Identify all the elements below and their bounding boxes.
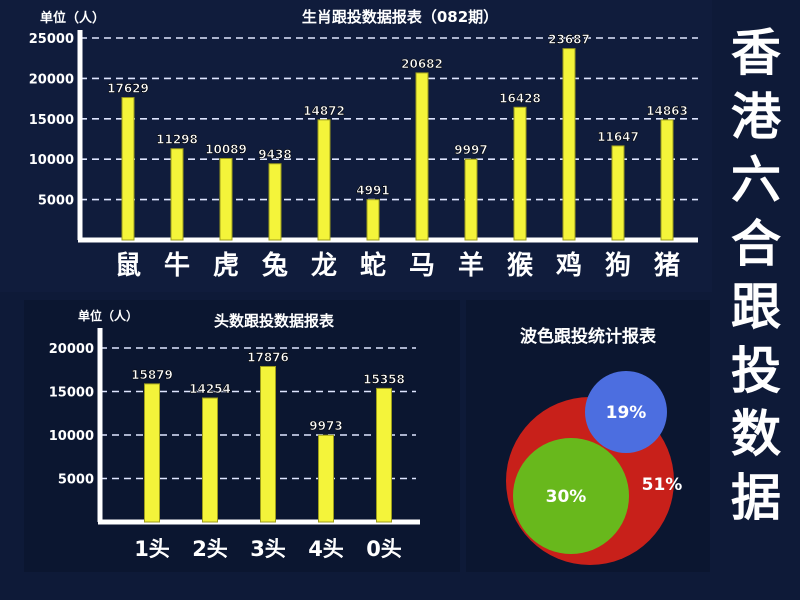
head-unit-label: 单位（人） [78, 308, 138, 323]
wave-blue-label: 19% [606, 403, 647, 423]
side-title-char: 六 [731, 151, 781, 209]
y-tick-label: 5000 [58, 473, 94, 488]
y-tick-label: 5000 [38, 194, 74, 209]
category-label: 3头 [250, 537, 286, 561]
category-label: 猴 [507, 251, 534, 281]
category-label: 龙 [311, 251, 337, 281]
category-label: 鸡 [555, 250, 582, 281]
bar [660, 119, 674, 241]
wave-red-label: 51% [642, 475, 683, 495]
bar-value-label: 16428 [499, 91, 541, 105]
bar-value-label: 14863 [646, 104, 688, 118]
bar [219, 157, 233, 241]
wave-green-label: 30% [546, 487, 587, 507]
y-tick-label: 15000 [49, 386, 94, 401]
side-title-char: 投 [731, 341, 781, 400]
bar-value-label: 23687 [548, 33, 590, 47]
bar [202, 397, 218, 523]
side-title-char: 据 [731, 468, 781, 527]
category-label: 1头 [134, 537, 170, 561]
bar [611, 145, 625, 241]
bar [260, 365, 276, 523]
bar-value-label: 9438 [258, 148, 291, 162]
side-title-char: 香 [731, 24, 781, 82]
bar [318, 434, 334, 523]
wave-blue-circle [585, 371, 667, 453]
bar-value-label: 15879 [131, 368, 173, 382]
category-label: 兔 [262, 251, 288, 281]
y-tick-label: 20000 [49, 342, 94, 357]
bar-value-label: 15358 [363, 372, 405, 386]
wave-chart-title: 波色跟投统计报表 [520, 326, 657, 347]
category-label: 羊 [458, 250, 484, 281]
head-chart-title: 头数跟投数据报表 [214, 312, 335, 330]
bar [562, 48, 576, 241]
zodiac-chart-panel: 单位（人） 生肖跟投数据报表（082期） 5000 10000 15000 20000… [0, 0, 712, 292]
bar-value-label: 11298 [156, 133, 198, 147]
category-label: 蛇 [360, 250, 386, 281]
category-label: 虎 [213, 251, 239, 281]
bar [464, 158, 478, 241]
category-label: 马 [409, 251, 435, 281]
category-label: 牛 [164, 251, 190, 281]
side-title: 香 港 六 合 跟 投 数 据 [716, 22, 796, 530]
bar-value-label: 4991 [356, 184, 389, 198]
category-label: 0头 [366, 537, 402, 561]
bar [366, 199, 380, 241]
y-tick-label: 15000 [29, 113, 74, 128]
bar [513, 106, 527, 241]
side-title-char: 数 [731, 405, 781, 463]
wave-color-panel: 波色跟投统计报表 51% 30% 19% [466, 300, 710, 572]
bar-value-label: 17629 [107, 82, 149, 96]
head-bar-chart: 单位（人） 头数跟投数据报表 5000 10000 15000 20000 15879… [49, 308, 420, 561]
wave-color-chart: 波色跟投统计报表 51% 30% 19% [506, 326, 683, 565]
category-label: 猪 [654, 251, 680, 281]
zodiac-chart-title: 生肖跟投数据报表（082期） [302, 8, 498, 26]
side-title-char: 合 [731, 214, 781, 273]
bar [144, 383, 160, 523]
head-chart-panel: 单位（人） 头数跟投数据报表 5000 10000 15000 20000 15879… [24, 300, 460, 572]
bar-value-label: 14872 [303, 104, 345, 118]
bar [170, 148, 184, 241]
y-tick-label: 25000 [29, 32, 74, 47]
bar [121, 97, 135, 241]
zodiac-unit-label: 单位（人） [40, 10, 105, 26]
bar [317, 119, 331, 241]
bar [268, 163, 282, 241]
zodiac-bar-chart: 单位（人） 生肖跟投数据报表（082期） 5000 10000 15000 20000… [29, 8, 698, 281]
bar [415, 72, 429, 241]
y-tick-label: 20000 [29, 72, 74, 87]
bar-value-label: 11647 [597, 130, 639, 144]
bar-value-label: 10089 [205, 142, 247, 156]
category-label: 鼠 [115, 251, 141, 281]
bar-value-label: 14254 [189, 382, 231, 396]
bar [376, 387, 392, 523]
bar-value-label: 17876 [247, 350, 289, 364]
bar-value-label: 20682 [401, 57, 443, 71]
category-label: 狗 [605, 251, 631, 281]
y-tick-label: 10000 [29, 153, 74, 168]
wave-green-circle [513, 438, 629, 554]
category-label: 2头 [192, 537, 228, 561]
bar-value-label: 9997 [454, 143, 487, 157]
side-title-char: 港 [731, 87, 781, 146]
bar-value-label: 9973 [309, 419, 342, 433]
side-title-char: 跟 [731, 278, 781, 336]
category-label: 4头 [308, 537, 344, 561]
y-tick-label: 10000 [49, 429, 94, 444]
